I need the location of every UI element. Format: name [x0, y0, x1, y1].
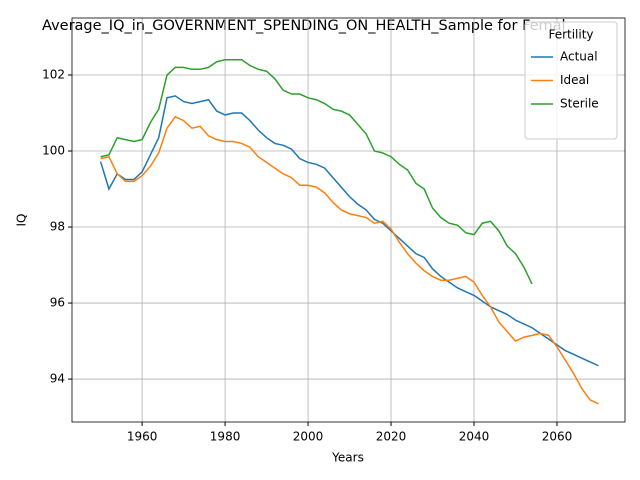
line-series	[99, 95, 599, 367]
plot-frame	[71, 17, 626, 423]
x-tick-label: 2040	[459, 430, 490, 444]
y-tick-label: 100	[42, 144, 65, 158]
legend-box	[524, 21, 618, 140]
x-tick-label: 2000	[293, 430, 324, 444]
x-axis-label: Years	[331, 451, 364, 465]
x-tick-label: 1980	[210, 430, 241, 444]
y-tick-label: 98	[50, 220, 65, 234]
y-axis-label: IQ	[15, 214, 29, 227]
x-tick-label: 2060	[542, 430, 573, 444]
line-series	[100, 115, 599, 405]
legend-label: Sterile	[560, 97, 599, 111]
y-tick-label: 102	[42, 68, 65, 82]
line-series	[100, 59, 533, 285]
x-tick-label: 2020	[376, 430, 407, 444]
y-tick-label: 94	[50, 372, 65, 386]
chart-title: Average_IQ_in_GOVERNMENT_SPENDING_ON_HEA…	[42, 18, 566, 34]
x-tick-label: 1960	[127, 430, 158, 444]
legend-label: Actual	[560, 50, 598, 64]
legend-label: Ideal	[560, 73, 589, 87]
y-tick-label: 96	[50, 296, 65, 310]
legend-title: Fertility	[548, 28, 593, 42]
